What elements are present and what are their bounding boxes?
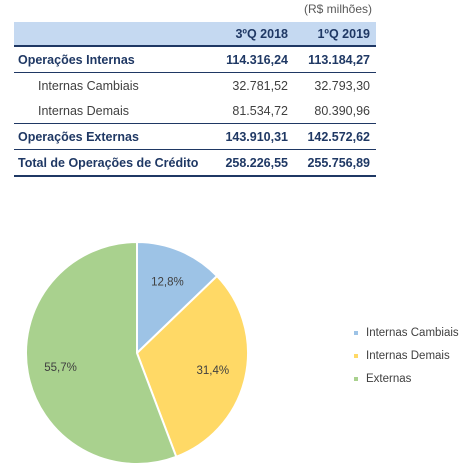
legend-label: Internas Demais [366, 349, 450, 362]
table-row: Internas Cambiais 32.781,52 32.793,30 [14, 73, 376, 99]
row-value: 113.184,27 [294, 46, 376, 73]
legend-item: Internas Demais [354, 344, 459, 367]
chart-legend: Internas Cambiais Internas Demais Externas [354, 321, 459, 390]
header-cell-1q2019: 1ºQ 2019 [294, 22, 376, 47]
row-label: Operações Externas [14, 123, 212, 150]
pie-slice-internas-demais [135, 274, 249, 459]
row-label: Operações Internas [14, 46, 212, 73]
row-value: 142.572,62 [294, 123, 376, 150]
legend-label: Internas Cambiais [366, 326, 459, 339]
legend-label: Externas [366, 372, 412, 385]
header-cell-3q2018: 3ºQ 2018 [212, 22, 294, 47]
row-value: 81.534,72 [212, 98, 294, 124]
row-label: Internas Demais [14, 98, 212, 124]
row-value: 143.910,31 [212, 123, 294, 150]
table-row: Internas Demais 81.534,72 80.390,96 [14, 98, 376, 124]
pie-slice-externas [25, 240, 178, 465]
header-cell-label [14, 22, 212, 47]
row-label: Internas Cambiais [38, 78, 139, 93]
row-value: 80.390,96 [294, 98, 376, 124]
row-label: Total de Operações de Crédito [14, 149, 212, 177]
legend-item: Internas Cambiais [354, 321, 459, 344]
row-value: 114.316,24 [212, 46, 294, 73]
row-value: 255.756,89 [294, 149, 376, 177]
table-header-row: 3ºQ 2018 1ºQ 2019 [14, 22, 376, 47]
legend-swatch [354, 330, 358, 335]
legend-item: Externas [354, 367, 459, 390]
row-value: 258.226,55 [212, 149, 294, 177]
pie-data-label: 12,8% [151, 277, 184, 289]
pie-data-label: 31,4% [196, 365, 229, 377]
legend-swatch [354, 376, 358, 381]
pie-data-label: 55,7% [44, 362, 77, 374]
table-row-total: Total de Operações de Crédito 258.226,55… [14, 149, 376, 177]
credit-operations-table: 3ºQ 2018 1ºQ 2019 Operações Internas 114… [14, 22, 376, 177]
pie-slice-internas-cambiais [136, 240, 219, 356]
table-row: Operações Externas 143.910,31 142.572,62 [14, 123, 376, 150]
legend-swatch [354, 353, 358, 358]
row-value: 32.793,30 [314, 78, 370, 93]
table-row: Operações Internas 114.316,24 113.184,27 [14, 46, 376, 73]
unit-label: (R$ milhões) [303, 2, 372, 16]
row-value: 32.781,52 [232, 78, 288, 93]
pie-chart: 12,8% 31,4% 55,7% [25, 240, 249, 465]
